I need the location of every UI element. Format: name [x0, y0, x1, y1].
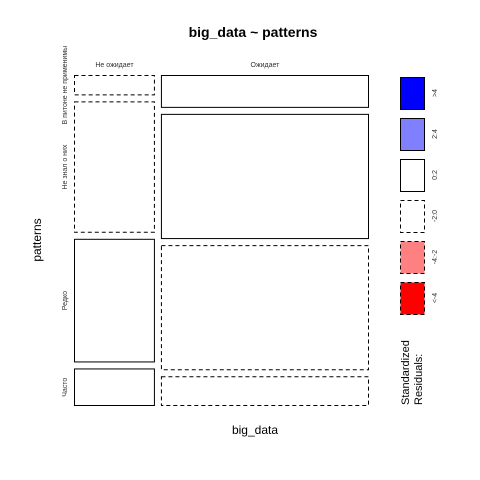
- mosaic-tile: [160, 376, 369, 407]
- mosaic-tile: [74, 238, 155, 363]
- column-labels: Не ожидает Ожидает: [95, 62, 280, 69]
- legend-swatch: [400, 200, 425, 233]
- column-label: Ожидает: [251, 62, 281, 69]
- legend-title-line-2: Residuals:: [413, 354, 425, 405]
- column-label: Не ожидает: [95, 62, 134, 69]
- mosaic-tile: [160, 245, 369, 371]
- legend-label: >4: [432, 89, 439, 97]
- mosaic-tile: [160, 113, 369, 240]
- legend-label: 2:4: [432, 129, 439, 139]
- legend-swatch: [400, 77, 425, 110]
- row-label: Не знал о них: [62, 144, 69, 190]
- mosaic-tile: [74, 101, 155, 233]
- legend-title-line-1: Standardized: [400, 340, 412, 405]
- legend-label: <-4: [432, 293, 439, 303]
- y-axis-label: patterns: [30, 218, 44, 261]
- x-axis-label: big_data: [232, 423, 278, 437]
- legend-swatch: [400, 282, 425, 315]
- row-labels: В питоне не применимы Не знал о них Редко Ч…: [62, 46, 69, 397]
- row-label: Редко: [62, 291, 69, 310]
- chart-title: big_data ~ patterns: [189, 24, 318, 40]
- row-label: Часто: [62, 378, 69, 397]
- mosaic-tile: [74, 368, 155, 407]
- legend-swatch: [400, 118, 425, 151]
- legend-label: -4:-2: [432, 250, 439, 265]
- mosaic-tiles: [74, 75, 369, 407]
- legend-swatch: [400, 159, 425, 192]
- legend-label: 0:2: [432, 170, 439, 180]
- row-label: В питоне не применимы: [62, 46, 69, 125]
- legend: >4 2:4 0:2 -2:0 -4:-2 <-4: [400, 77, 439, 315]
- mosaic-tile: [74, 75, 155, 96]
- mosaic-tile: [160, 75, 369, 108]
- legend-label: -2:0: [432, 210, 439, 222]
- legend-swatch: [400, 241, 425, 274]
